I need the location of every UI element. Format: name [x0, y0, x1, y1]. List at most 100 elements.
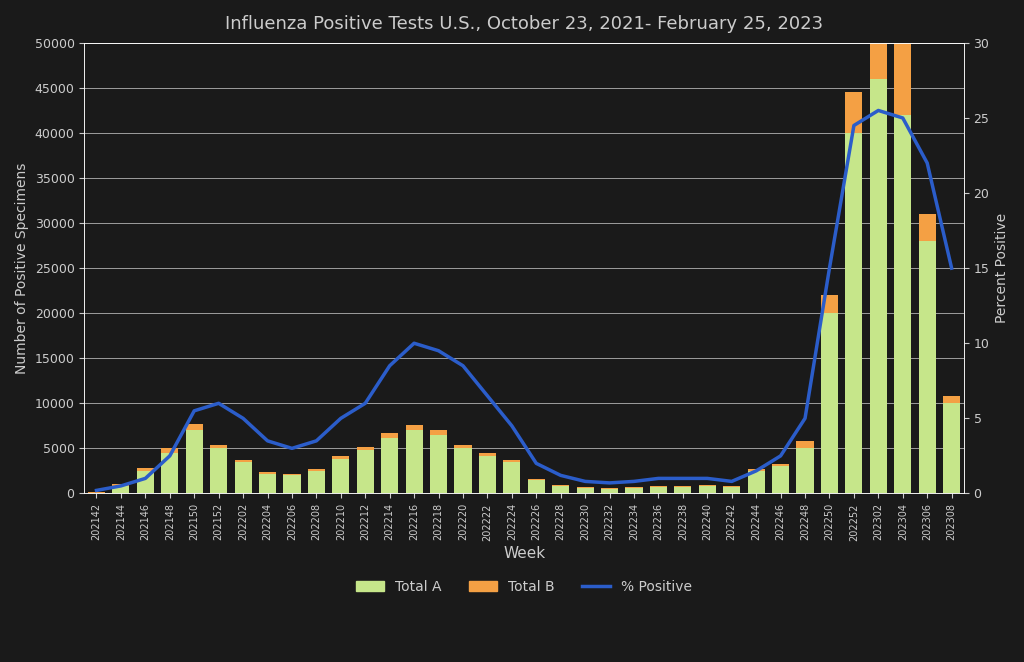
% Positive — [652, 475, 665, 483]
Title: Influenza Positive Tests U.S., October 23, 2021- February 25, 2023: Influenza Positive Tests U.S., October 2… — [225, 15, 823, 33]
% Positive — [603, 479, 615, 487]
% Positive — [188, 407, 201, 415]
Bar — [894, 0, 911, 115]
Bar — [479, 453, 496, 455]
Bar — [406, 430, 423, 493]
Bar — [185, 424, 203, 430]
% Positive — [213, 399, 225, 407]
% Positive — [726, 477, 738, 485]
Bar — [527, 479, 545, 480]
Bar — [869, 79, 887, 493]
% Positive — [359, 399, 372, 407]
Bar — [161, 448, 178, 453]
% Positive — [408, 339, 420, 347]
Legend: Total A, Total B, % Positive: Total A, Total B, % Positive — [350, 574, 697, 599]
Bar — [797, 441, 814, 448]
% Positive — [701, 475, 714, 483]
% Positive — [848, 122, 860, 130]
Bar — [503, 460, 520, 462]
Bar — [113, 486, 129, 493]
Bar — [698, 485, 716, 486]
Bar — [821, 295, 838, 313]
Bar — [919, 214, 936, 241]
% Positive — [139, 475, 152, 483]
% Positive — [921, 159, 933, 167]
% Positive — [628, 477, 640, 485]
Bar — [284, 475, 300, 493]
% Positive — [481, 392, 494, 400]
% Positive — [799, 414, 811, 422]
Bar — [943, 403, 961, 493]
Bar — [308, 469, 325, 471]
% Positive — [115, 482, 127, 490]
% Positive — [677, 475, 689, 483]
Bar — [210, 445, 227, 448]
Bar — [234, 459, 252, 462]
Bar — [748, 471, 765, 493]
% Positive — [335, 414, 347, 422]
% Positive — [457, 362, 469, 370]
Bar — [210, 448, 227, 493]
Bar — [869, 29, 887, 79]
Bar — [259, 472, 276, 473]
Bar — [943, 396, 961, 403]
Bar — [455, 448, 471, 493]
% Positive — [872, 107, 885, 115]
Bar — [259, 473, 276, 493]
Bar — [772, 466, 790, 493]
Bar — [185, 430, 203, 493]
% Positive — [432, 347, 444, 355]
% Positive — [530, 459, 543, 467]
Bar — [846, 93, 862, 133]
Bar — [234, 462, 252, 493]
% Positive — [945, 264, 957, 272]
Bar — [894, 115, 911, 493]
Bar — [650, 487, 667, 493]
Bar — [552, 486, 569, 493]
Bar — [356, 447, 374, 450]
% Positive — [286, 444, 298, 452]
Bar — [479, 455, 496, 493]
Bar — [332, 459, 349, 493]
Bar — [723, 486, 740, 487]
Bar — [723, 487, 740, 493]
% Positive — [897, 114, 909, 122]
% Positive — [774, 452, 786, 460]
Bar — [332, 457, 349, 459]
Y-axis label: Percent Positive: Percent Positive — [995, 213, 1009, 323]
% Positive — [90, 487, 102, 495]
Y-axis label: Number of Positive Specimens: Number of Positive Specimens — [15, 162, 29, 374]
Bar — [552, 485, 569, 486]
Bar — [919, 241, 936, 493]
Bar — [698, 486, 716, 493]
Bar — [406, 425, 423, 430]
Bar — [821, 313, 838, 493]
Bar — [137, 471, 154, 493]
Bar — [308, 471, 325, 493]
% Positive — [750, 467, 762, 475]
Bar — [113, 485, 129, 486]
% Positive — [237, 414, 249, 422]
Bar — [356, 450, 374, 493]
X-axis label: Week: Week — [503, 546, 545, 561]
% Positive — [579, 477, 591, 485]
Bar — [675, 487, 691, 493]
% Positive — [164, 452, 176, 460]
% Positive — [261, 437, 273, 445]
% Positive — [823, 264, 836, 272]
Line: % Positive: % Positive — [96, 111, 951, 491]
Bar — [430, 430, 447, 435]
Bar — [527, 480, 545, 493]
% Positive — [555, 471, 567, 479]
% Positive — [310, 437, 323, 445]
Bar — [430, 435, 447, 493]
Bar — [772, 463, 790, 466]
Bar — [137, 468, 154, 471]
% Positive — [384, 362, 396, 370]
Bar — [381, 438, 398, 493]
Bar — [503, 462, 520, 493]
Bar — [161, 453, 178, 493]
Bar — [455, 445, 471, 448]
Bar — [381, 433, 398, 438]
Bar — [748, 469, 765, 471]
